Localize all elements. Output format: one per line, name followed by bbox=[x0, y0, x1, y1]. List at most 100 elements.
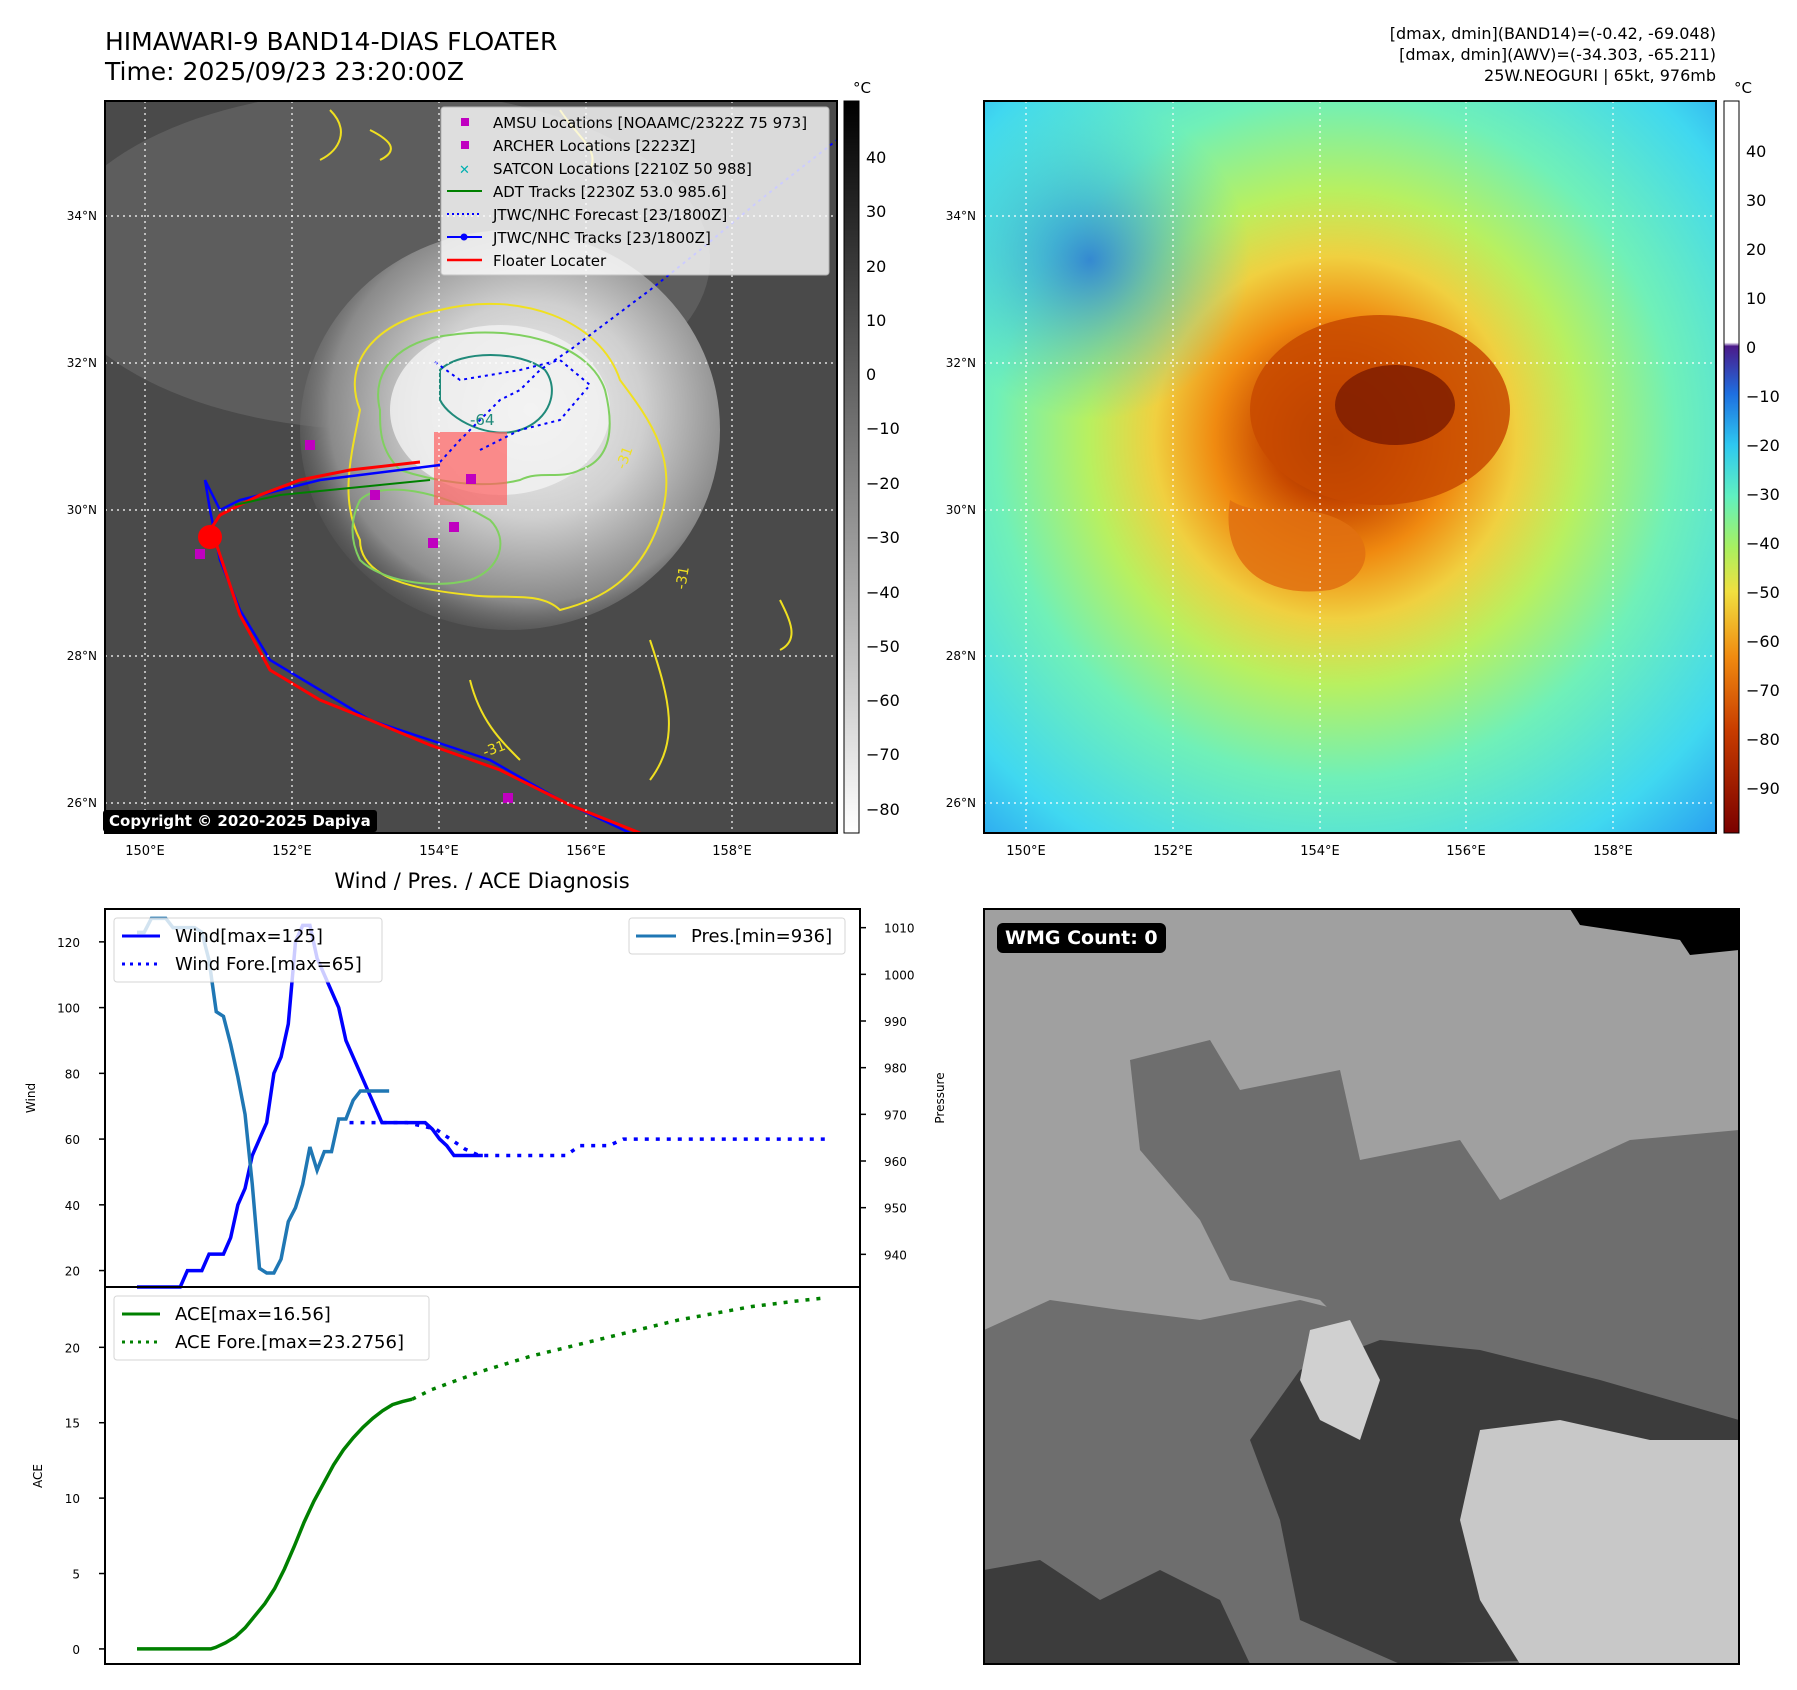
wmg-light-region-2 bbox=[1300, 1320, 1380, 1440]
wv-tick: −90 bbox=[1746, 779, 1780, 798]
legend-pres: Pres.[min=936] bbox=[691, 926, 832, 947]
legend-wind-fore: Wind Fore.[max=65] bbox=[175, 954, 362, 975]
wv-colorbar bbox=[1723, 100, 1740, 834]
wind-yticks: 20 40 60 80 100 120 bbox=[57, 936, 105, 1279]
ir-panel: -64 -31 -31 -31 AMSU Locations [NOAAMC/2… bbox=[67, 79, 900, 859]
contour-label: -31 bbox=[614, 444, 637, 471]
legend-item: JTWC/NHC Tracks [23/1800Z] bbox=[492, 229, 711, 247]
legend-satcon-marker: ✕ bbox=[459, 163, 470, 178]
lon-label: 156°E bbox=[1446, 844, 1486, 859]
figure-title: HIMAWARI-9 BAND14-DIAS FLOATER bbox=[105, 27, 557, 56]
ace-tick-label: 15 bbox=[65, 1417, 80, 1431]
lat-label: 32°N bbox=[946, 356, 976, 370]
ir-tick: −40 bbox=[866, 583, 900, 602]
pressure-yticks: 940 950 960 970 980 990 1000 1010 bbox=[860, 922, 915, 1262]
wind-forecast-line bbox=[349, 1120, 825, 1158]
ir-tick: −70 bbox=[866, 745, 900, 764]
wv-tick: −70 bbox=[1746, 681, 1780, 700]
wv-dry-region bbox=[984, 101, 1250, 420]
legend-ace: ACE[max=16.56] bbox=[175, 1304, 331, 1325]
lat-label: 30°N bbox=[67, 503, 97, 517]
wind-tick-label: 60 bbox=[65, 1133, 80, 1147]
lat-label: 28°N bbox=[946, 649, 976, 663]
wv-tick: −40 bbox=[1746, 534, 1780, 553]
floater-locater-box bbox=[434, 432, 507, 505]
wmg-count-label: WMG Count: 0 bbox=[997, 923, 1166, 953]
wind-ylabel: Wind bbox=[24, 1083, 38, 1113]
legend-archer-marker bbox=[461, 141, 469, 149]
ir-tick: −10 bbox=[866, 419, 900, 438]
lon-label: 154°E bbox=[1300, 844, 1340, 859]
ir-gridlines bbox=[105, 101, 837, 833]
wv-tick: 40 bbox=[1746, 142, 1766, 161]
wind-tick-label: 40 bbox=[65, 1199, 80, 1213]
ace-tick-label: 5 bbox=[72, 1568, 80, 1582]
pres-tick-label: 990 bbox=[884, 1015, 907, 1029]
wmg-light-region bbox=[1460, 1420, 1739, 1664]
lon-label: 152°E bbox=[272, 844, 312, 859]
legend-ace-fore: ACE Fore.[max=23.2756] bbox=[175, 1332, 404, 1353]
lat-label: 28°N bbox=[67, 649, 97, 663]
ace-chart: ACE 0 5 10 15 20 ACE[max=16.56] ACE Fore.[ma… bbox=[31, 1286, 861, 1665]
ir-tick: −30 bbox=[866, 528, 900, 547]
info-awv: [dmax, dmin](AWV)=(-34.303, -65.211) bbox=[1399, 45, 1716, 64]
wv-tick: 20 bbox=[1746, 240, 1766, 259]
ir-tick: −20 bbox=[866, 474, 900, 493]
legend-item: ARCHER Locations [2223Z] bbox=[493, 137, 696, 155]
wv-tick: −80 bbox=[1746, 730, 1780, 749]
wv-tick: 10 bbox=[1746, 289, 1766, 308]
diagnosis-title: Wind / Pres. / ACE Diagnosis bbox=[334, 869, 629, 893]
figure-time: Time: 2025/09/23 23:20:00Z bbox=[104, 57, 464, 86]
jtwc-forecast-loop bbox=[434, 358, 592, 451]
ace-tick-label: 20 bbox=[65, 1341, 80, 1355]
pres-tick-label: 940 bbox=[884, 1248, 907, 1262]
pres-tick-label: 960 bbox=[884, 1155, 907, 1169]
legend-item: SATCON Locations [2210Z 50 988] bbox=[493, 160, 752, 178]
ir-lat-labels: 34°N 32°N 30°N 28°N 26°N bbox=[67, 209, 97, 810]
wind-pres-chart: Wind / Pres. / ACE Diagnosis Wind Pressu… bbox=[24, 869, 947, 1289]
ir-legend: AMSU Locations [NOAAMC/2322Z 75 973] ARC… bbox=[440, 106, 830, 276]
ir-tick: −80 bbox=[866, 800, 900, 819]
lon-label: 152°E bbox=[1153, 844, 1193, 859]
ir-colorbar bbox=[843, 100, 860, 834]
wmg-mid-gray-region bbox=[1130, 1040, 1739, 1440]
pres-tick-label: 1000 bbox=[884, 968, 915, 982]
ir-lon-labels: 150°E 152°E 154°E 156°E 158°E bbox=[125, 844, 752, 859]
lat-label: 34°N bbox=[67, 209, 97, 223]
lat-label: 26°N bbox=[67, 796, 97, 810]
contour-label: -31 bbox=[673, 565, 693, 590]
archer-marker bbox=[428, 538, 438, 548]
amsu-marker bbox=[503, 793, 513, 803]
legend-item: AMSU Locations [NOAAMC/2322Z 75 973] bbox=[493, 114, 807, 132]
adt-track bbox=[234, 479, 431, 506]
wmg-dark-sw bbox=[984, 1560, 1250, 1664]
archer-marker bbox=[466, 474, 476, 484]
lon-label: 154°E bbox=[419, 844, 459, 859]
contour-lower-green bbox=[351, 488, 502, 585]
ace-forecast-line bbox=[411, 1296, 826, 1401]
legend-wind: Wind[max=125] bbox=[175, 926, 323, 947]
pres-tick-label: 980 bbox=[884, 1062, 907, 1076]
wv-tick: −60 bbox=[1746, 632, 1780, 651]
ir-tick: 0 bbox=[866, 365, 876, 384]
ace-series bbox=[137, 1296, 826, 1651]
ace-ylabel: ACE bbox=[31, 1464, 45, 1488]
wmg-frame bbox=[983, 908, 1740, 1665]
ace-plot-frame bbox=[104, 1286, 861, 1665]
wind-legend: Wind[max=125] Wind Fore.[max=65] bbox=[113, 917, 383, 983]
lon-label: 150°E bbox=[1006, 844, 1046, 859]
pres-tick-label: 1010 bbox=[884, 922, 915, 936]
wv-frame bbox=[983, 100, 1717, 834]
lon-label: 158°E bbox=[1593, 844, 1633, 859]
contour-yellow bbox=[347, 302, 668, 612]
ir-tick: 20 bbox=[866, 257, 886, 276]
lat-label: 30°N bbox=[946, 503, 976, 517]
lon-label: 150°E bbox=[125, 844, 165, 859]
ace-line bbox=[137, 1397, 413, 1651]
wv-tick: −30 bbox=[1746, 485, 1780, 504]
lon-label: 158°E bbox=[712, 844, 752, 859]
pres-tick-label: 970 bbox=[884, 1108, 907, 1122]
lat-label: 32°N bbox=[67, 356, 97, 370]
info-band14: [dmax, dmin](BAND14)=(-0.42, -69.048) bbox=[1390, 24, 1716, 43]
